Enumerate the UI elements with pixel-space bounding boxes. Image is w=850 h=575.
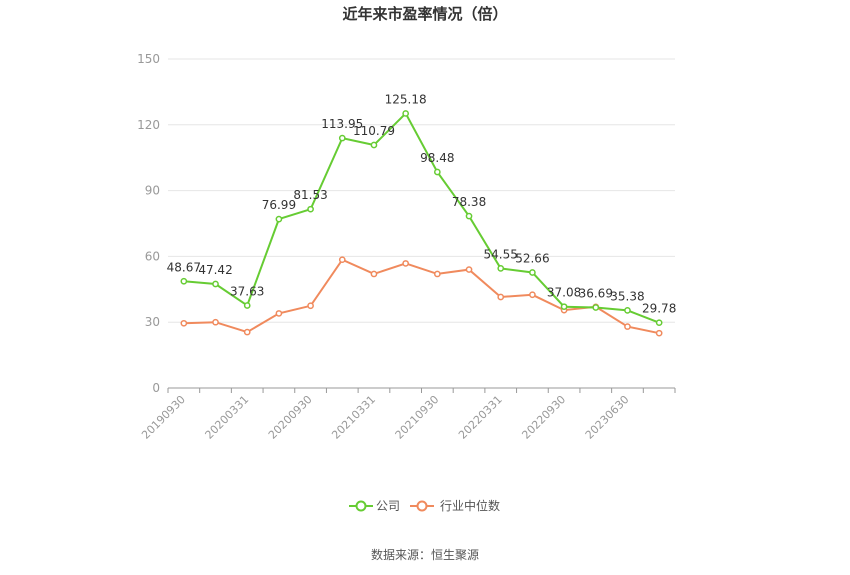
x-tick-label: 20190930 bbox=[139, 393, 188, 442]
series-1-point bbox=[180, 319, 188, 327]
series-1-point bbox=[370, 270, 378, 278]
legend-label-1: 行业中位数 bbox=[440, 498, 500, 513]
y-tick-label: 0 bbox=[152, 381, 160, 395]
x-tick-label: 20210930 bbox=[393, 393, 442, 442]
x-tick-label: 20210331 bbox=[329, 393, 378, 442]
data-label: 81.53 bbox=[293, 188, 327, 202]
series-0-point bbox=[243, 302, 251, 309]
data-label: 36.69 bbox=[579, 287, 613, 301]
x-tick-label: 20220930 bbox=[519, 393, 568, 442]
series-1-point bbox=[243, 328, 251, 336]
series-0-point bbox=[180, 277, 188, 285]
x-tick-label: 20200930 bbox=[266, 393, 315, 442]
series-0-point bbox=[433, 168, 441, 176]
series-0-point bbox=[370, 141, 378, 149]
y-tick-label: 60 bbox=[145, 249, 160, 263]
series-0-point bbox=[212, 280, 219, 288]
data-label: 48.67 bbox=[167, 260, 201, 274]
data-label: 76.99 bbox=[262, 198, 296, 212]
series-0-point bbox=[592, 304, 600, 311]
data-label: 52.66 bbox=[515, 251, 549, 265]
legend-label-0: 公司 bbox=[376, 499, 400, 513]
series-1-point bbox=[212, 318, 219, 326]
data-label: 125.18 bbox=[385, 92, 427, 106]
series-1-point bbox=[655, 329, 663, 337]
y-tick-label: 120 bbox=[137, 118, 160, 132]
series-1-point bbox=[433, 270, 441, 278]
x-axis: 20190930 20200331 20200930 20210331 20210930… bbox=[139, 387, 676, 442]
series-0-point bbox=[497, 265, 505, 272]
legend-marker-0 bbox=[355, 500, 367, 512]
x-tick-label: 20230630 bbox=[583, 393, 632, 442]
data-label: 54.55 bbox=[484, 247, 518, 261]
data-label: 29.78 bbox=[642, 302, 676, 316]
series-1-point bbox=[497, 293, 505, 301]
data-label: 78.38 bbox=[452, 195, 486, 209]
y-tick-label: 150 bbox=[137, 52, 160, 66]
y-tick-label: 90 bbox=[145, 184, 160, 198]
series-0-point bbox=[465, 212, 473, 220]
data-label: 37.63 bbox=[230, 284, 264, 298]
x-tick-label: 20200331 bbox=[203, 393, 252, 442]
series-1-point bbox=[402, 260, 410, 267]
series-0-point bbox=[338, 134, 346, 142]
legend: 公司 行业中位数 bbox=[349, 498, 500, 513]
data-label: 35.38 bbox=[610, 289, 644, 303]
series-1-point bbox=[624, 323, 631, 330]
grid bbox=[168, 58, 675, 323]
chart-title: 近年来市盈率情况（倍） bbox=[342, 5, 507, 23]
legend-marker-1 bbox=[416, 500, 428, 512]
series-0-point bbox=[560, 303, 568, 311]
series-0-point bbox=[529, 269, 536, 276]
data-label: 110.79 bbox=[353, 124, 395, 138]
data-source: 数据来源：恒生聚源 bbox=[371, 547, 479, 562]
series-line-0 bbox=[183, 111, 660, 324]
series-1-point bbox=[307, 302, 314, 310]
x-tick-label: 20220331 bbox=[456, 393, 505, 442]
series-0-point bbox=[275, 215, 283, 223]
data-label: 113.95 bbox=[321, 117, 363, 131]
series-0-point bbox=[624, 307, 631, 314]
series-0-point bbox=[307, 205, 314, 213]
series-0-point bbox=[402, 110, 410, 117]
series-1-point bbox=[338, 256, 346, 264]
series-1-point bbox=[529, 291, 536, 299]
y-tick-label: 30 bbox=[145, 315, 160, 329]
series-1-point bbox=[275, 310, 283, 317]
series-0-point bbox=[655, 319, 663, 327]
data-label: 98.48 bbox=[420, 151, 454, 165]
series-line-1 bbox=[183, 258, 660, 335]
data-label: 37.08 bbox=[547, 286, 581, 300]
series-group bbox=[180, 110, 663, 337]
data-label: 47.42 bbox=[198, 263, 232, 277]
y-axis: 0 30 60 90 120 150 bbox=[137, 52, 160, 395]
series-1-point bbox=[465, 266, 473, 273]
